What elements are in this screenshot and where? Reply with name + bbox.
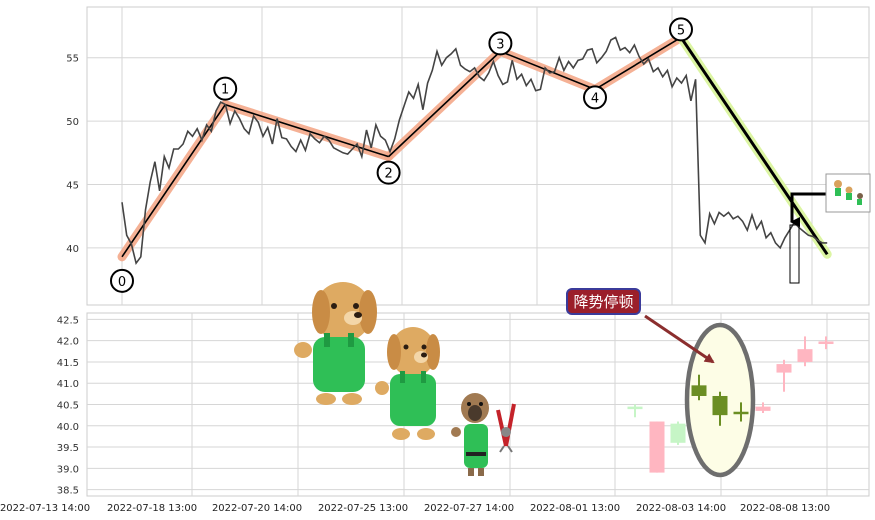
trend-line <box>121 104 226 258</box>
wave-point-circle <box>583 85 607 110</box>
annotation-text: 降势停顿 <box>573 293 633 311</box>
candle-body <box>797 349 813 362</box>
wave-point-circle <box>488 31 513 56</box>
candle-body <box>776 364 792 373</box>
wave-point-label: 3 <box>496 37 504 52</box>
x-tick-label: 2022-08-08 13:00 <box>740 503 830 514</box>
trend-line <box>224 103 389 158</box>
annotation-label: 降势停顿 <box>566 288 641 315</box>
candle-body <box>670 423 686 443</box>
candle-body <box>691 385 707 396</box>
wave-point-circle <box>213 76 238 101</box>
candle-body <box>712 395 728 416</box>
x-axis-ticks: 2022-07-13 14:00 2022-07-18 13:00 2022-07-… <box>0 503 830 514</box>
trend-line <box>388 50 501 158</box>
bottom-y-tick-label: 39.0 <box>57 464 79 475</box>
top-plot-area <box>86 6 870 306</box>
bottom-y-tick-label: 39.5 <box>57 443 79 454</box>
bottom-y-ticks: 38.5 39.0 39.5 40.0 40.5 41.0 41.5 42.0 42.5 <box>57 315 79 496</box>
x-tick-label: 2022-07-13 14:00 <box>0 503 90 514</box>
candle-body <box>627 406 643 410</box>
bottom-y-tick-label: 40.5 <box>57 401 79 412</box>
bottom-y-tick-label: 41.5 <box>57 358 79 369</box>
x-tick-label: 2022-07-25 13:00 <box>318 503 408 514</box>
candle-body <box>818 341 834 345</box>
top-y-tick-label: 55 <box>66 54 79 65</box>
dog-illustration-medium <box>375 327 440 440</box>
trend-line <box>594 36 682 91</box>
last-point-pointer <box>790 192 826 227</box>
top-y-tick-label: 45 <box>66 181 79 192</box>
top-y-tick-label: 40 <box>66 244 79 255</box>
wave-point-label: 2 <box>384 167 392 182</box>
candles <box>627 336 834 473</box>
price-series-line <box>121 36 828 266</box>
wave-point-label: 4 <box>591 91 599 106</box>
top-y-ticks: 40 45 50 55 <box>66 54 79 255</box>
bottom-y-tick-label: 42.5 <box>57 315 79 326</box>
wave-points: 0 1 2 3 4 5 <box>110 17 693 293</box>
annotation-arrow <box>644 314 715 364</box>
x-tick-label: 2022-07-18 13:00 <box>107 503 197 514</box>
top-y-tick-label: 50 <box>66 117 79 128</box>
wave-point-label: 1 <box>221 83 229 98</box>
x-tick-label: 2022-08-01 13:00 <box>530 503 620 514</box>
candle-body <box>649 421 665 473</box>
wave-point-circle <box>669 17 693 42</box>
bottom-y-tick-label: 42.0 <box>57 337 79 348</box>
x-tick-label: 2022-08-03 14:00 <box>636 503 726 514</box>
bottom-y-tick-label: 41.0 <box>57 379 79 390</box>
wave-point-circle <box>110 268 134 293</box>
x-tick-label: 2022-07-20 14:00 <box>212 503 302 514</box>
candle-body <box>733 411 749 415</box>
dog-illustration-small-with-tools <box>451 393 516 476</box>
candle-body <box>755 406 771 411</box>
bottom-y-tick-label: 38.5 <box>57 486 79 497</box>
trend-line <box>679 36 829 256</box>
wave-point-circle <box>376 160 401 185</box>
mini-dog-thumbnail <box>825 173 871 213</box>
dog-illustration-large <box>294 282 377 405</box>
wave-point-label: 5 <box>677 23 685 38</box>
wave-point-label: 0 <box>118 275 126 290</box>
x-tick-label: 2022-07-27 14:00 <box>424 503 514 514</box>
bottom-y-tick-label: 40.0 <box>57 422 79 433</box>
